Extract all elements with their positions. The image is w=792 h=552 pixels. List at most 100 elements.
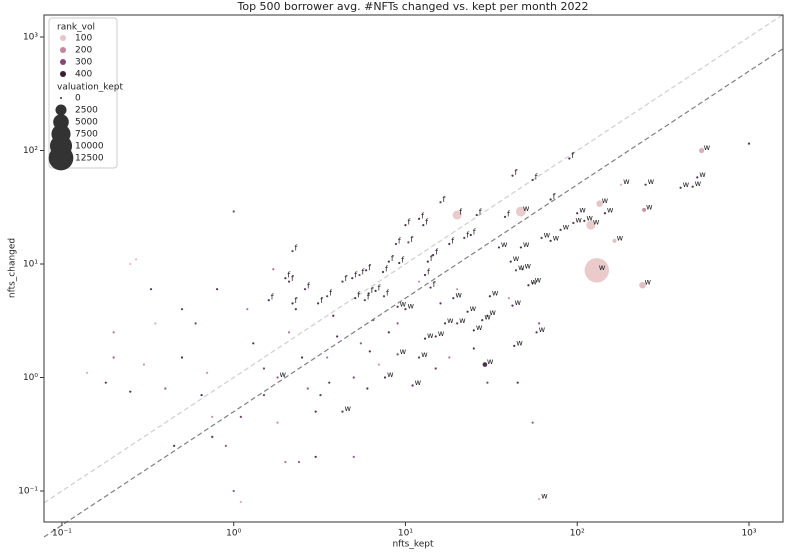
point — [180, 356, 184, 359]
point — [387, 260, 390, 263]
point-annotation: f — [385, 265, 388, 274]
y-tick-label: 10⁰ — [23, 373, 38, 383]
legend-label: 100 — [75, 34, 92, 44]
point — [527, 284, 530, 287]
point — [112, 356, 115, 359]
point — [276, 421, 279, 424]
point — [434, 335, 437, 338]
point-annotation: w — [575, 215, 582, 224]
point-annotation: w — [489, 308, 496, 317]
point — [488, 295, 491, 298]
point-annotation: w — [695, 179, 702, 188]
point-annotation: w — [699, 170, 706, 179]
point-annotation: f — [357, 291, 360, 300]
point — [232, 210, 235, 213]
point — [448, 356, 451, 359]
point — [352, 376, 355, 379]
point — [306, 387, 309, 390]
point-annotation: w — [387, 370, 394, 379]
point-annotation: w — [530, 278, 537, 287]
point — [699, 147, 705, 154]
point-annotation: w — [455, 291, 462, 300]
point — [381, 270, 385, 274]
legend-label: 7500 — [75, 130, 98, 140]
point — [180, 308, 184, 311]
point — [423, 273, 427, 277]
point — [354, 297, 357, 300]
point-annotation: w — [492, 289, 499, 298]
point — [319, 393, 322, 397]
point-annotation: w — [648, 177, 655, 186]
y-tick-label: 10³ — [23, 33, 38, 43]
point-annotation: w — [607, 206, 614, 215]
point-annotation: f — [425, 218, 428, 227]
point-annotation: f — [435, 248, 438, 257]
y-tick-label: 10² — [23, 146, 38, 156]
point-annotation: w — [535, 276, 542, 285]
point-annotation: f — [421, 211, 424, 220]
point — [411, 384, 414, 387]
point — [129, 262, 132, 266]
point-annotation: w — [683, 180, 690, 189]
point — [497, 246, 501, 249]
point-annotation: f — [287, 271, 290, 280]
point — [398, 261, 401, 265]
point — [326, 356, 329, 359]
point — [515, 206, 526, 217]
point — [452, 210, 462, 220]
point — [475, 213, 478, 217]
point-annotation: w — [447, 316, 454, 325]
legend-title: valuation_kept — [57, 83, 123, 93]
legend-label: 2500 — [75, 106, 98, 116]
point — [434, 367, 437, 370]
legend-label: 200 — [75, 46, 92, 56]
point — [404, 308, 407, 311]
point — [432, 253, 435, 257]
x-tick-label: 10² — [570, 529, 585, 539]
point — [568, 157, 571, 160]
point — [443, 322, 447, 325]
point — [521, 268, 524, 271]
point-annotation: w — [280, 370, 287, 379]
point — [503, 215, 507, 219]
point — [104, 381, 107, 384]
point — [276, 376, 279, 379]
point — [472, 347, 475, 350]
point — [328, 381, 331, 384]
point — [314, 410, 317, 413]
point — [377, 363, 380, 366]
point — [291, 249, 294, 253]
point — [516, 381, 519, 384]
legend-title: rank_vol — [57, 23, 95, 33]
point — [472, 329, 475, 332]
y-tick-label: 10⁻¹ — [18, 486, 38, 496]
point-annotation: w — [427, 331, 434, 340]
point-annotation: w — [476, 323, 483, 332]
legend-swatch — [60, 59, 66, 65]
point — [538, 497, 541, 501]
point — [387, 331, 390, 334]
point — [297, 460, 301, 464]
point — [513, 344, 516, 347]
point — [336, 335, 339, 338]
point — [422, 224, 425, 227]
point — [448, 242, 451, 246]
point — [507, 297, 510, 300]
point — [284, 460, 287, 464]
point — [358, 273, 361, 277]
point-annotation: f — [291, 274, 294, 283]
point — [352, 455, 355, 458]
reference-line — [43, 14, 784, 504]
point-annotation: w — [513, 254, 520, 263]
point — [351, 277, 354, 280]
point — [365, 269, 368, 272]
point — [332, 314, 335, 317]
point — [232, 489, 235, 493]
point — [535, 331, 538, 334]
point — [267, 299, 270, 302]
point — [341, 280, 344, 283]
point — [407, 241, 410, 244]
y-tick-label: 10¹ — [23, 259, 38, 269]
